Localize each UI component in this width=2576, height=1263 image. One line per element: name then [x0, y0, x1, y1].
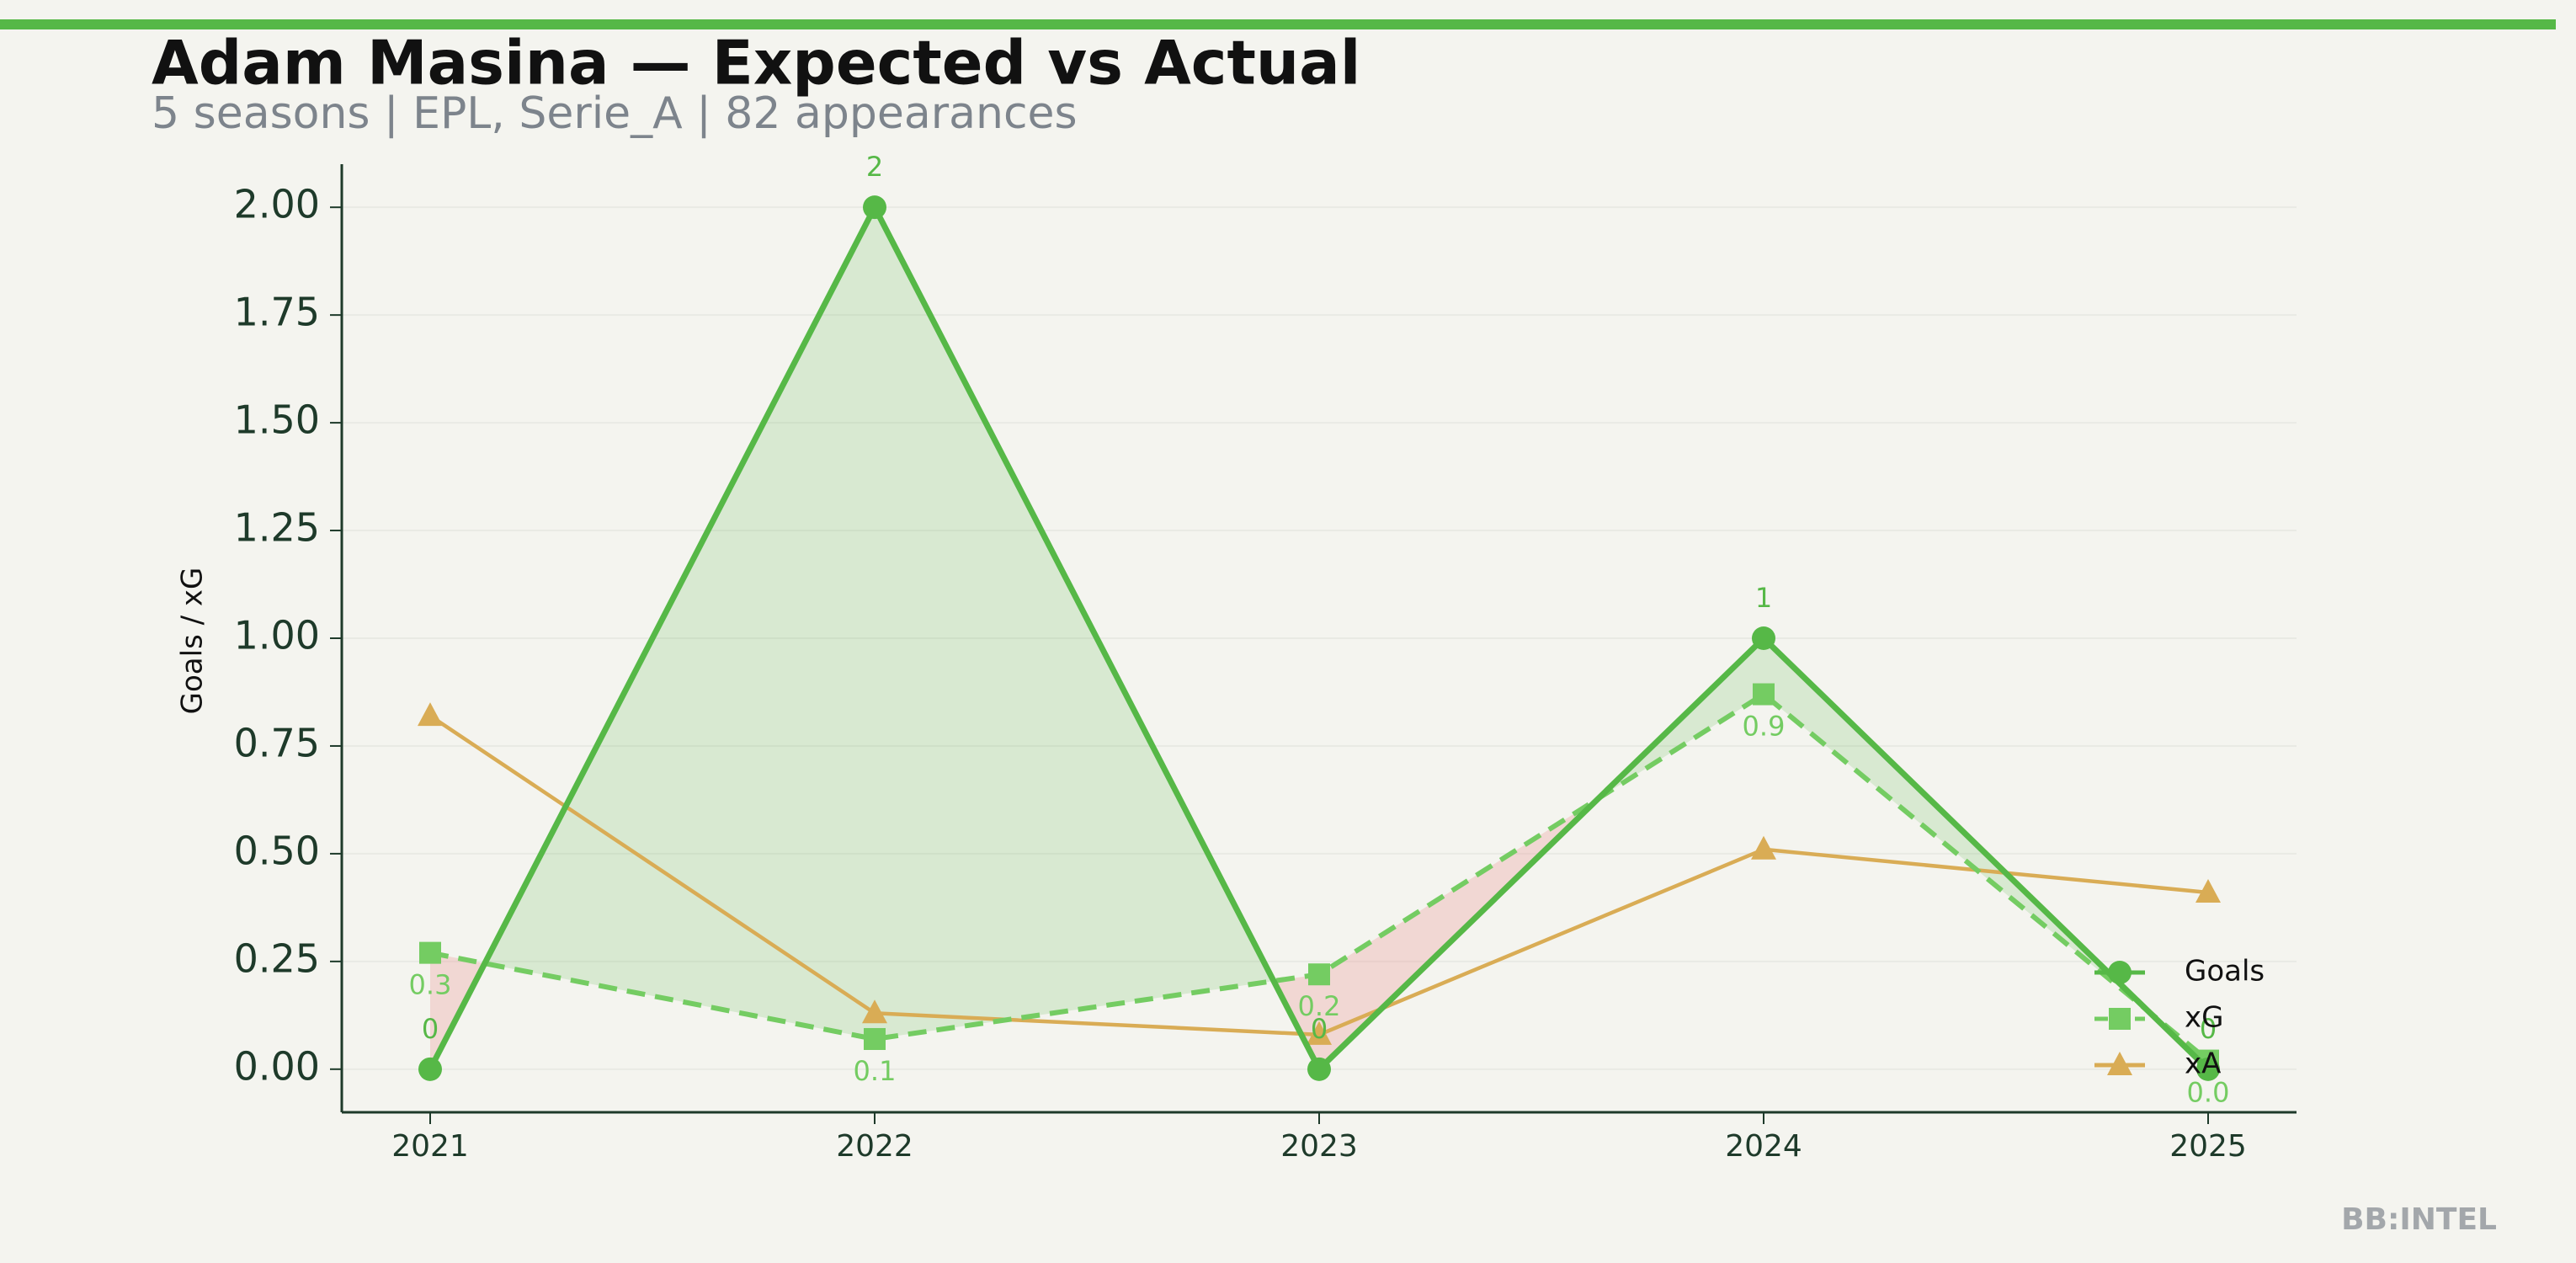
data-label: 0.1	[854, 1055, 897, 1087]
x-tick-label: 2022	[836, 1129, 913, 1164]
data-point	[1752, 626, 1775, 650]
watermark: BB:INTEL	[2341, 1202, 2497, 1237]
data-point	[1307, 1021, 1332, 1045]
x-tick-label: 2021	[391, 1129, 469, 1164]
data-point	[2195, 878, 2221, 903]
data-point	[863, 195, 886, 220]
data-label: 0	[422, 1013, 439, 1045]
data-point	[419, 941, 441, 964]
legend-marker	[2109, 1008, 2131, 1030]
y-tick-label: 1.50	[234, 397, 320, 443]
chart-title: Adam Masina — Expected vs Actual	[152, 28, 1360, 99]
legend-marker	[2107, 1052, 2132, 1075]
legend-marker	[2108, 961, 2132, 984]
x-tick-label: 2025	[2169, 1129, 2247, 1164]
gap-fill	[484, 207, 875, 1039]
gap-fill	[875, 207, 1274, 1039]
chart-subtitle: 5 seasons | EPL, Serie_A | 82 appearance…	[152, 88, 1078, 139]
y-tick-label: 1.00	[234, 613, 320, 658]
top-bar	[0, 19, 2556, 29]
y-tick-label: 2.00	[234, 182, 320, 227]
data-point	[1753, 683, 1775, 706]
x-tick-label: 2023	[1280, 1129, 1358, 1164]
data-label: 2	[866, 151, 883, 183]
data-point	[864, 1027, 886, 1050]
x-tick-label: 2024	[1725, 1129, 1802, 1164]
data-point	[418, 702, 443, 727]
data-label: 0.9	[1743, 711, 1786, 743]
data-point	[862, 999, 887, 1024]
data-label: 0	[1311, 1013, 1328, 1045]
data-point	[1307, 1057, 1331, 1081]
data-label: 0.2	[1298, 990, 1341, 1022]
data-label: 0	[2200, 1013, 2217, 1045]
y-tick-label: 0.25	[234, 935, 320, 981]
y-tick-label: 1.75	[234, 290, 320, 335]
legend-label: xG	[2185, 1001, 2223, 1035]
y-tick-label: 0.75	[234, 720, 320, 765]
data-point	[418, 1057, 442, 1081]
legend-label: Goals	[2185, 955, 2265, 989]
y-axis-label: Goals / xG	[176, 568, 210, 715]
legend-label: xA	[2185, 1047, 2221, 1081]
y-tick-label: 1.25	[234, 505, 320, 551]
data-point	[2196, 1057, 2220, 1081]
data-label: 0.0	[2187, 1077, 2230, 1109]
data-point	[1308, 963, 1330, 986]
data-label: 1	[1755, 582, 1772, 614]
data-label: 0.3	[409, 969, 452, 1001]
data-point	[1751, 835, 1776, 860]
y-tick-label: 0.50	[234, 828, 320, 873]
y-tick-label: 0.00	[234, 1043, 320, 1089]
